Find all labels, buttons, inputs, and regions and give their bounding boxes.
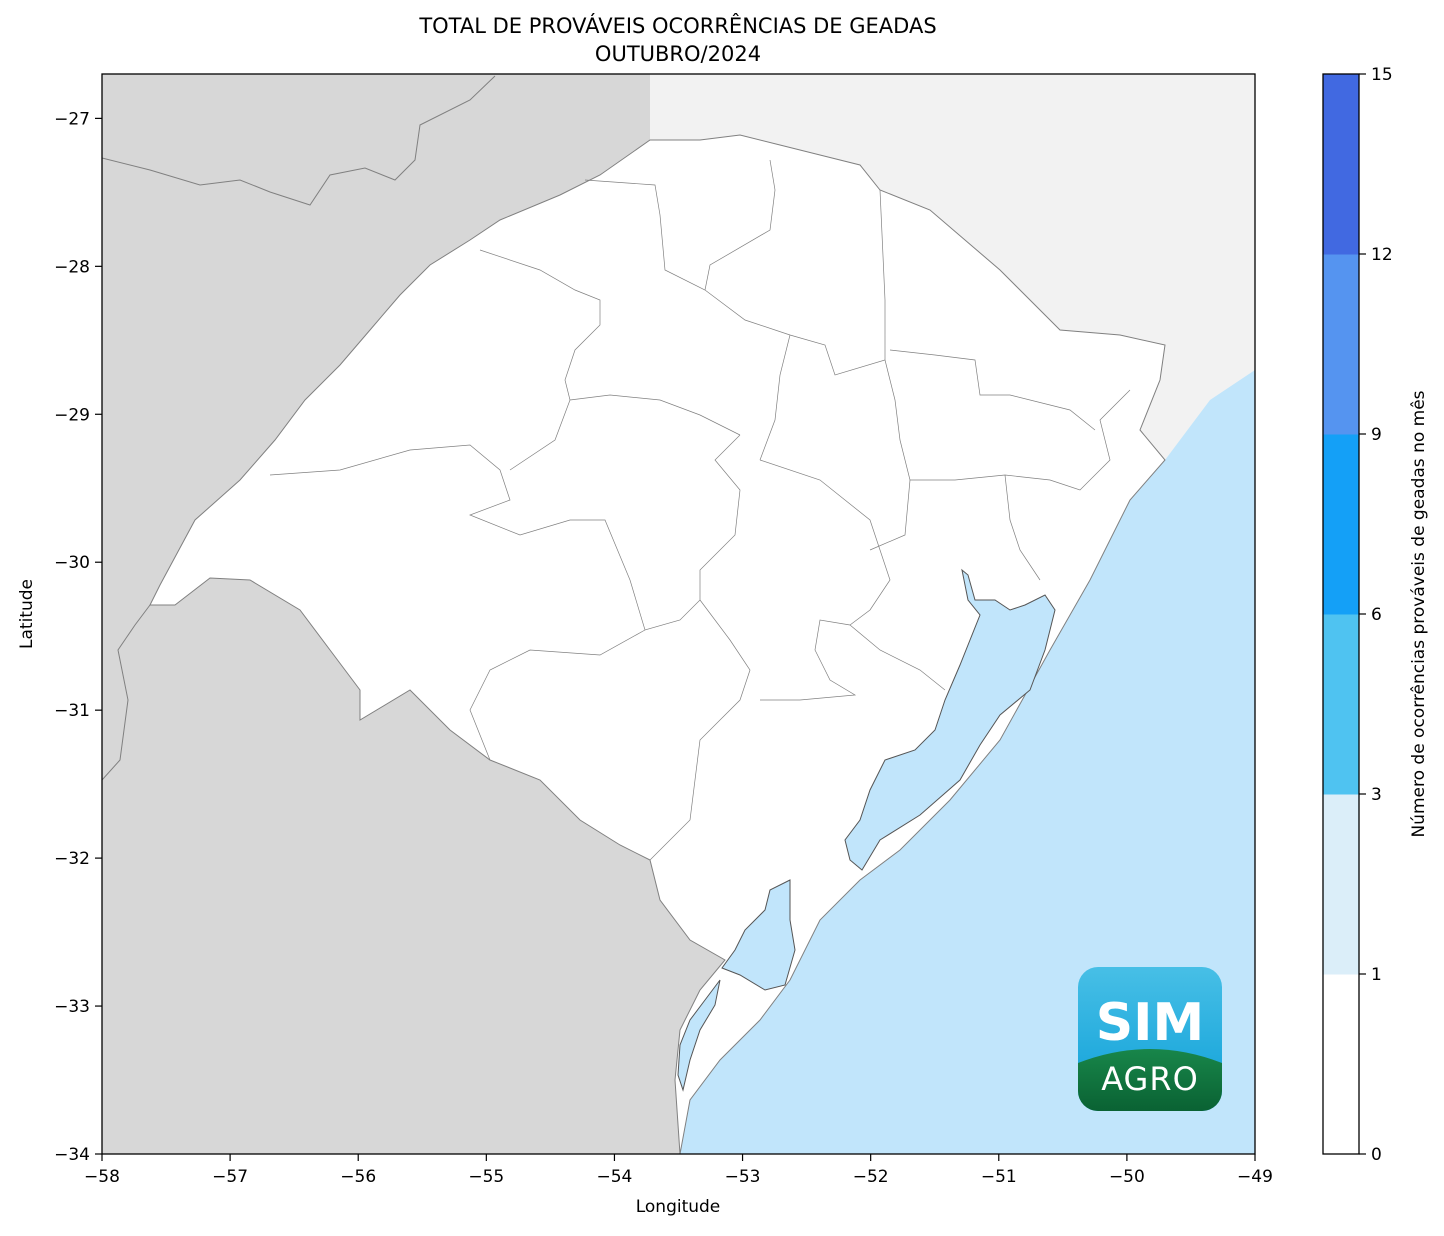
colorbar-segment [1323,74,1359,255]
x-tick-label: −54 [596,1167,632,1187]
x-tick-label: −52 [853,1167,889,1187]
x-tick-label: −55 [468,1167,504,1187]
x-axis-ticks: −58 −57 −56 −55 −54 −53 −52 −51 −50 −49 [84,1154,1273,1187]
colorbar-frame [1322,73,1360,1155]
colorbar-segment [1323,614,1359,795]
map-title-line2: OUTUBRO/2024 [595,42,761,66]
colorbar-tick-label: 15 [1371,65,1393,85]
lagoa-mangueira [677,979,721,1092]
y-tick-label: −29 [54,405,90,425]
x-tick-label: −49 [1237,1167,1273,1187]
y-tick-label: −33 [54,997,90,1017]
colorbar-tick-label: 0 [1371,1145,1382,1165]
y-tick-label: −34 [54,1145,90,1165]
y-tick-label: −32 [54,849,90,869]
x-tick-label: −53 [725,1167,761,1187]
x-tick-label: −56 [340,1167,376,1187]
y-tick-label: −31 [54,701,90,721]
colorbar: 0 1 3 6 9 12 15 [1323,65,1393,1165]
map-area [102,74,1255,1154]
neighbor-borders [102,75,496,781]
santa-catarina-land [650,74,1255,460]
region-boundaries [269,159,1131,861]
colorbar-label: Número de ocorrências prováveis de geada… [1409,390,1429,837]
y-tick-label: −30 [54,553,90,573]
x-tick-label: −57 [212,1167,248,1187]
y-axis-label: Latitude [17,579,37,649]
colorbar-tick-label: 6 [1371,605,1382,625]
simagro-logo: SIM AGRO [1078,967,1222,1111]
colorbar-tick-label: 1 [1371,965,1382,985]
colorbar-tick-label: 9 [1371,425,1382,445]
lagoa-dos-patos [844,568,1056,871]
x-tick-label: −51 [981,1167,1017,1187]
colorbar-segment [1323,794,1359,975]
colorbar-segment [1323,974,1359,1155]
y-tick-label: −28 [54,257,90,277]
lagoa-mirim [721,879,796,991]
y-tick-label: −27 [54,109,90,129]
x-tick-label: −50 [1109,1167,1145,1187]
colorbar-segment [1323,254,1359,435]
y-axis-ticks: −27 −28 −29 −30 −31 −32 −33 −34 [54,109,102,1165]
logo-text-agro: AGRO [1101,1060,1199,1098]
colorbar-segment [1323,434,1359,615]
map-frame [101,73,1256,1155]
rio-grande-do-sul-land [149,134,1166,1154]
x-axis-label: Longitude [636,1197,721,1217]
map-title-line1: TOTAL DE PROVÁVEIS OCORRÊNCIAS DE GEADAS [418,13,936,38]
x-tick-label: −58 [84,1167,120,1187]
colorbar-tick-label: 3 [1371,785,1382,805]
neighbor-countries-land [102,74,725,1154]
logo-green-band [1078,1049,1222,1111]
colorbar-tick-label: 12 [1371,245,1393,265]
logo-text-sim: SIM [1096,993,1205,1053]
